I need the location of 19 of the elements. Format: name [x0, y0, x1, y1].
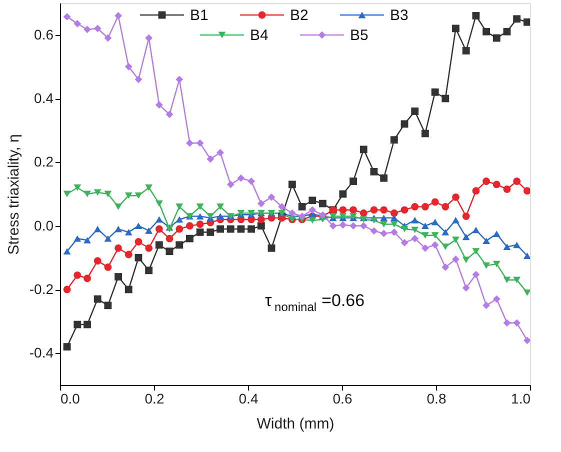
y-tick-label: 0.0 — [34, 217, 54, 234]
x-tick-label: 0.6 — [332, 390, 352, 406]
x-tick-label: 0.0 — [60, 390, 80, 406]
legend-label: B5 — [350, 27, 368, 44]
legend-label: B3 — [390, 7, 408, 24]
legend-label: B1 — [190, 7, 208, 24]
y-axis-title: Stress triaxiality, η — [5, 134, 22, 255]
y-tick-label: 0.6 — [34, 26, 54, 42]
x-tick-label: 0.8 — [426, 390, 446, 406]
x-tick-label: 0.2 — [144, 390, 164, 406]
y-tick-label: -0.2 — [29, 281, 54, 297]
x-tick-label: 0.4 — [238, 390, 258, 406]
y-tick-label: -0.4 — [29, 344, 54, 361]
legend-label: B2 — [290, 7, 308, 24]
y-tick-label: 0.4 — [34, 90, 54, 106]
legend-label: B4 — [250, 27, 268, 44]
y-tick-label: 0.2 — [34, 154, 54, 170]
x-tick-label: 1.0 — [511, 390, 531, 406]
x-axis-title: Width (mm) — [256, 416, 334, 432]
